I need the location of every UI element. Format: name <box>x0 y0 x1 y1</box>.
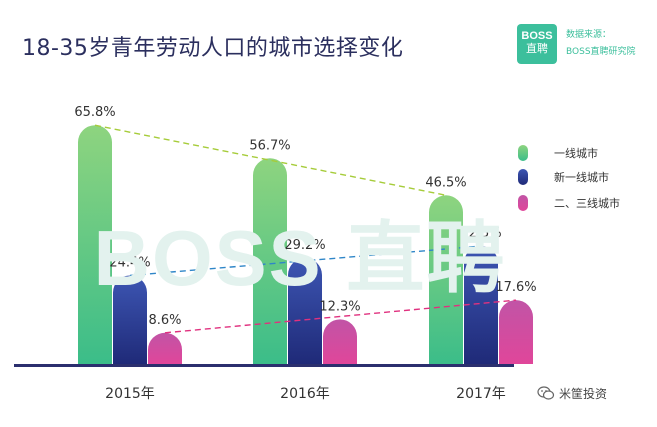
trend-line-s3 <box>164 299 517 334</box>
legend-swatch-1 <box>518 145 528 161</box>
wechat-icon <box>537 386 555 400</box>
x-tick-2: 2016年 <box>280 386 330 402</box>
bar-s3-c1 <box>148 332 182 364</box>
source-name: BOSS直聘研究院 <box>566 47 636 57</box>
source-label: 数据来源： <box>566 30 612 40</box>
wechat-account: 米筐投资 <box>559 386 608 401</box>
boss-logo: BOSS 直聘 <box>517 24 557 64</box>
data-label-s1-c2: 56.7% <box>249 138 290 153</box>
bar-s2-c2 <box>288 258 322 364</box>
x-tick-3: 2017年 <box>456 386 506 402</box>
bar-s1-c2 <box>253 158 287 364</box>
legend-swatch-3 <box>518 195 528 211</box>
data-label-s2-c1: 24.4% <box>109 255 150 270</box>
data-source: 数据来源： BOSS直聘研究院 <box>566 27 636 61</box>
bar-s2-c3 <box>464 246 498 364</box>
legend-label-3: 二、三线城市 <box>554 196 620 210</box>
bar-s2-c1 <box>113 275 147 364</box>
data-label-s3-c3: 17.6% <box>495 280 536 295</box>
data-label-s1-c1: 65.8% <box>74 105 115 120</box>
logo-line-2: 直聘 <box>526 43 548 55</box>
bar-s3-c2 <box>323 319 357 364</box>
bar-s1-c1 <box>78 125 112 365</box>
data-label-s1-c3: 46.5% <box>425 175 466 190</box>
legend-swatch-2 <box>518 169 528 185</box>
trend-line-s2 <box>129 245 482 277</box>
data-label-s2-c2: 29.2% <box>284 238 325 253</box>
data-label-s2-c3: 32.5% <box>460 226 501 241</box>
data-label-s3-c1: 8.6% <box>148 313 181 328</box>
wechat-watermark: 米筐投资 <box>537 384 607 402</box>
legend-label-1: 一线城市 <box>554 146 598 160</box>
logo-line-1: BOSS <box>521 30 553 42</box>
bar-s3-c3 <box>499 300 533 364</box>
x-tick-1: 2015年 <box>105 386 155 402</box>
x-axis <box>14 364 514 367</box>
watermark: BOSS 直聘 <box>93 214 507 302</box>
data-label-s3-c2: 12.3% <box>319 299 360 314</box>
chart-title: 18-35岁青年劳动人口的城市选择变化 <box>22 36 404 61</box>
legend-label-2: 新一线城市 <box>554 170 609 184</box>
bar-s1-c3 <box>429 195 463 364</box>
